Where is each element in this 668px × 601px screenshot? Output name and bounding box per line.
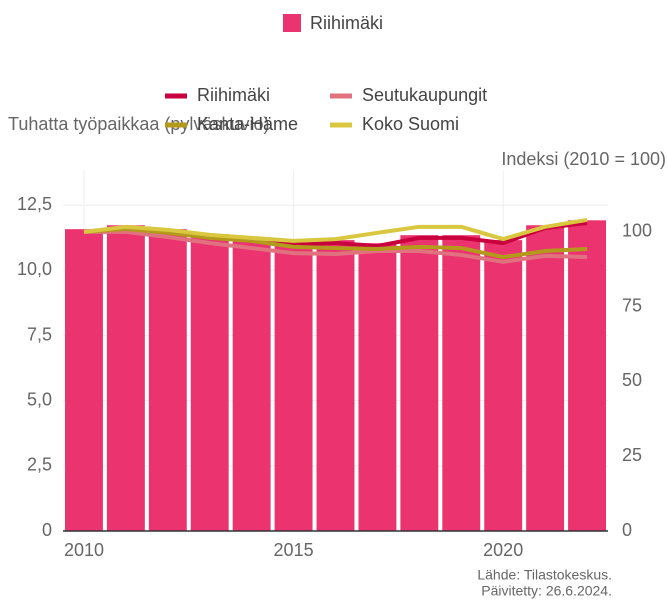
- bar: [484, 240, 523, 531]
- line: [83, 229, 588, 264]
- x-tick-label: 2010: [64, 540, 104, 560]
- bar: [526, 225, 565, 532]
- bar: [232, 237, 271, 531]
- y-tick-label: 5,0: [27, 389, 52, 409]
- y-tick-label: 12,5: [17, 194, 52, 214]
- y2-tick-label: 50: [622, 370, 642, 390]
- bar: [148, 229, 187, 531]
- y-tick-label: 2,5: [27, 455, 52, 475]
- bar: [400, 235, 439, 531]
- bar: [358, 243, 397, 531]
- x-tick-label: 2015: [274, 540, 314, 560]
- legend-label: Riihimäki: [310, 13, 383, 33]
- line: [83, 226, 588, 260]
- y-tick-label: 10,0: [17, 259, 52, 279]
- y2-tick-label: 75: [622, 295, 642, 315]
- y2-axis-label: Indeksi (2010 = 100): [501, 149, 666, 169]
- line: [83, 217, 588, 243]
- x-tick-label: 2020: [483, 540, 523, 560]
- legend-label: Riihimäki: [197, 85, 270, 105]
- bar: [442, 235, 481, 531]
- bar: [316, 240, 355, 531]
- y2-tick-label: 25: [622, 445, 642, 465]
- legend-label: Kanta-Häme: [197, 114, 298, 134]
- bar: [65, 229, 103, 531]
- bar: [190, 234, 229, 531]
- y-tick-label: 7,5: [27, 324, 52, 344]
- y2-tick-label: 100: [622, 221, 652, 241]
- legend-label: Koko Suomi: [362, 114, 459, 134]
- y-axis-label: Tuhatta työpaikkaa (pylväskuvio): [8, 114, 269, 134]
- updated: Päivitetty: 26.6.2024.: [481, 583, 612, 599]
- source: Lähde: Tilastokeskus.: [477, 567, 612, 583]
- y2-tick-label: 0: [622, 520, 632, 540]
- bar: [274, 242, 313, 531]
- legend-label: Seutukaupungit: [362, 85, 487, 105]
- bar: [106, 225, 145, 532]
- legend-swatch: [283, 14, 301, 32]
- bar: [568, 220, 606, 531]
- y-tick-label: 0: [42, 520, 52, 540]
